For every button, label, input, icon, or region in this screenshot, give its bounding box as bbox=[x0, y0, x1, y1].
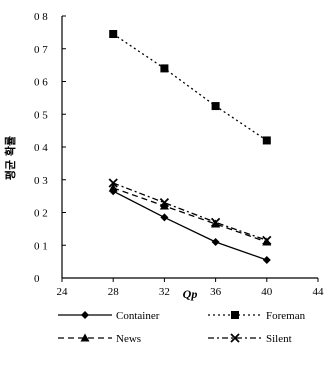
legend-label: Silent bbox=[266, 333, 292, 345]
series-group bbox=[109, 30, 272, 264]
x-tick-label: 40 bbox=[261, 286, 273, 298]
legend-label: Foreman bbox=[266, 310, 306, 322]
x-tick-label: 44 bbox=[313, 286, 324, 298]
y-tick-label: 0 2 bbox=[34, 208, 48, 220]
y-tick-label: 0 5 bbox=[34, 109, 48, 121]
x-tick-label: 36 bbox=[210, 286, 222, 298]
x-tick-label: 32 bbox=[159, 286, 170, 298]
legend-label: Container bbox=[116, 310, 160, 322]
data-point bbox=[212, 102, 220, 110]
legend-item-silent: Silent bbox=[208, 333, 292, 345]
data-point bbox=[263, 136, 271, 144]
series-foreman bbox=[109, 30, 271, 144]
x-tick-label: 28 bbox=[108, 286, 120, 298]
y-tick-label: 0 4 bbox=[34, 142, 48, 154]
data-point bbox=[212, 238, 220, 246]
data-point bbox=[160, 213, 168, 221]
legend: Container Foreman News Silent bbox=[58, 310, 306, 345]
series-line bbox=[113, 183, 267, 240]
series-line bbox=[113, 34, 267, 140]
data-point bbox=[231, 311, 239, 319]
data-point bbox=[109, 30, 117, 38]
y-axis-title: 평균 확률 bbox=[3, 136, 17, 180]
legend-label: News bbox=[116, 333, 141, 345]
y-tick-label: 0 3 bbox=[34, 175, 48, 187]
y-tick-label: 0 1 bbox=[34, 240, 48, 252]
legend-item-container: Container bbox=[58, 310, 160, 322]
series-line bbox=[113, 191, 267, 260]
data-point bbox=[160, 64, 168, 72]
data-point bbox=[81, 311, 89, 319]
y-tick-label: 0 7 bbox=[34, 44, 48, 56]
series-container bbox=[109, 187, 271, 264]
series-news bbox=[109, 183, 272, 245]
y-tick-label: 0 8 bbox=[34, 11, 48, 23]
y-tick-label: 0 bbox=[34, 273, 40, 285]
x-axis-title: Qp bbox=[183, 287, 198, 301]
data-point bbox=[263, 256, 271, 264]
axes: 0 0 1 0 2 0 3 0 4 0 5 0 6 0 7 0 8 24 28 32 36 40 44 bbox=[34, 11, 324, 298]
legend-item-foreman: Foreman bbox=[208, 310, 306, 322]
series-line bbox=[113, 188, 267, 242]
y-tick-label: 0 6 bbox=[34, 77, 48, 89]
legend-item-news: News bbox=[58, 333, 141, 345]
x-tick-label: 24 bbox=[57, 286, 69, 298]
